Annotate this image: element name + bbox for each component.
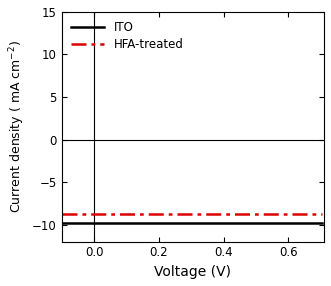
Y-axis label: Current density ( mA cm$^{-2}$): Current density ( mA cm$^{-2}$) <box>7 40 26 213</box>
ITO <box>106 222 110 225</box>
HFA-treated <box>60 213 64 216</box>
ITO <box>178 222 182 225</box>
ITO <box>213 222 217 225</box>
HFA-treated <box>178 213 182 216</box>
ITO <box>256 222 260 225</box>
HFA-treated <box>106 213 110 216</box>
ITO <box>234 222 238 225</box>
ITO <box>320 222 324 225</box>
HFA-treated <box>320 213 324 216</box>
HFA-treated <box>213 213 217 216</box>
Legend: ITO, HFA-treated: ITO, HFA-treated <box>68 18 187 54</box>
HFA-treated <box>234 213 238 216</box>
X-axis label: Voltage (V): Voltage (V) <box>154 265 231 279</box>
ITO <box>127 222 131 225</box>
HFA-treated <box>256 213 260 216</box>
HFA-treated <box>127 213 131 216</box>
ITO <box>60 222 64 225</box>
